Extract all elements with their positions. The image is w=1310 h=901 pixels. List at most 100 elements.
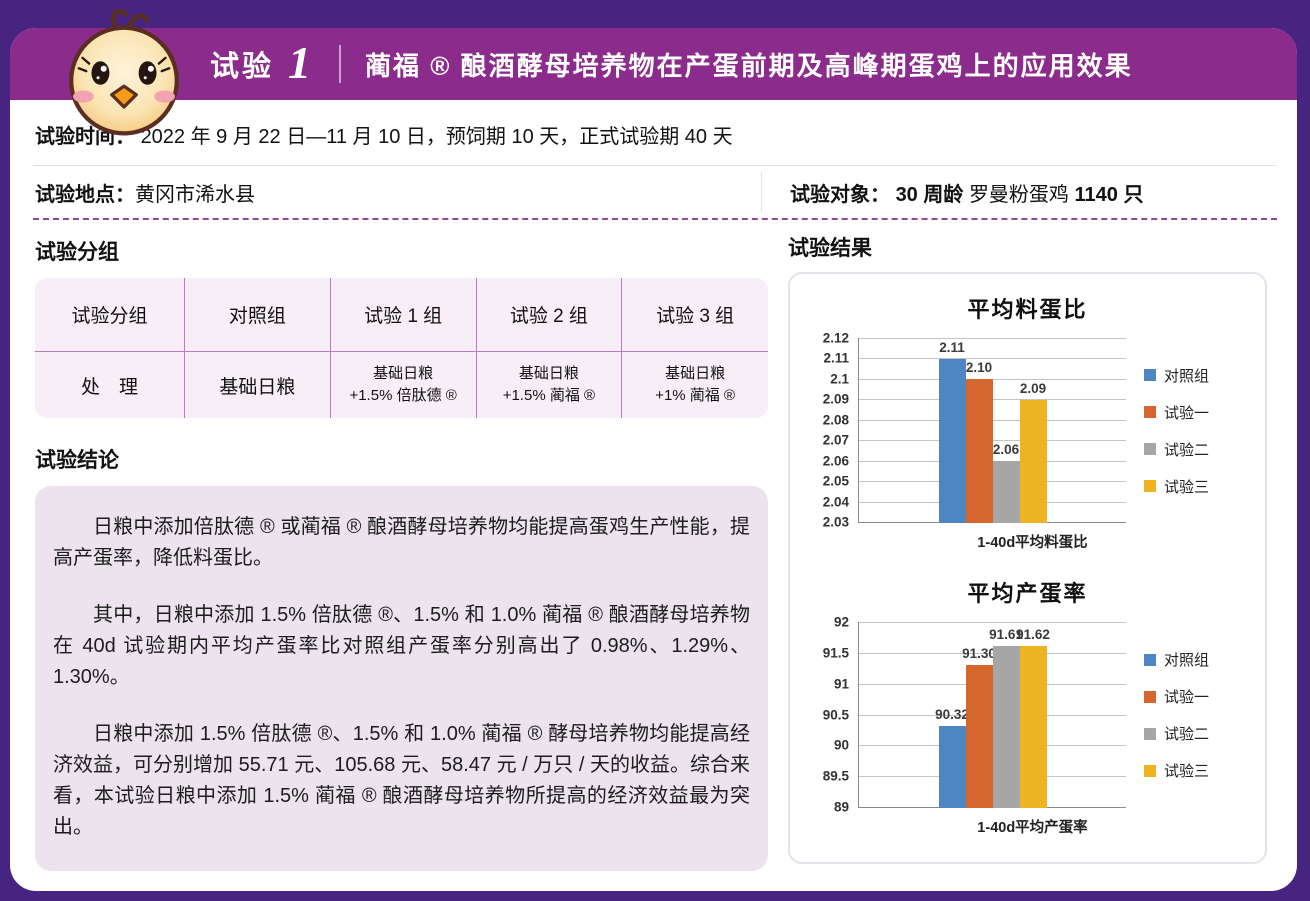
- trial-number: 1: [288, 36, 312, 88]
- table-cell: 基础日粮: [185, 352, 331, 418]
- trial-location-label: 试验地点：: [35, 183, 135, 206]
- main-card: 试验 1 蔺福 ® 酿酒酵母培养物在产蛋前期及高峰期蛋鸡上的应用效果 试验时间：…: [10, 28, 1297, 891]
- legend-item: 试验二: [1144, 439, 1209, 460]
- y-tick-label: 2.08: [822, 412, 849, 428]
- conclusion-paragraph: 日粮中添加 1.5% 倍肽德 ®、1.5% 和 1.0% 蔺福 ® 酵母培养物均…: [53, 723, 750, 838]
- table-header-cell: 对照组: [185, 278, 331, 352]
- y-tick-label: 2.12: [822, 330, 849, 346]
- table-cell: 基础日粮 +1% 蔺福 ®: [655, 364, 736, 405]
- gridline: [859, 399, 1126, 400]
- header-divider: [339, 45, 342, 83]
- plot-area: 2.11 2.10 2.06 2.09: [858, 338, 1126, 523]
- gridline: [859, 420, 1126, 421]
- legend-item: 试验三: [1144, 476, 1209, 497]
- legend-item: 试验三: [1144, 760, 1209, 781]
- groups-table: 试验分组 对照组 试验 1 组 试验 2 组 试验 3 组 处 理 基础日粮 基…: [35, 278, 768, 418]
- bar-试验三: 91.62: [1016, 627, 1050, 808]
- gridline: [859, 338, 1126, 339]
- bar-value-label: 91.30: [962, 646, 996, 662]
- legend-item: 试验二: [1144, 723, 1209, 744]
- legend-swatch: [1144, 727, 1156, 740]
- bar-value-label: 90.32: [935, 707, 969, 723]
- conclusion-paragraph: 日粮中添加倍肽德 ® 或蔺福 ® 酿酒酵母培养物均能提高蛋鸡生产性能，提高产蛋率…: [53, 516, 750, 569]
- legend-item: 试验一: [1144, 402, 1209, 423]
- bar-value-label: 2.06: [992, 442, 1020, 458]
- table-cell: 基础日粮 +1.5% 蔺福 ®: [477, 352, 623, 418]
- y-tick-label: 2.06: [822, 453, 849, 469]
- trial-subject-age: 30 周龄: [895, 183, 964, 206]
- y-axis: 92 91.5 91 90.5 90 89.5 89: [800, 615, 858, 815]
- bar-对照组: 2.11: [938, 340, 966, 523]
- table-header-cell: 试验 3 组: [622, 278, 768, 352]
- bar-试验一: 2.10: [965, 360, 993, 523]
- page-title: 蔺福 ® 酿酒酵母培养物在产蛋前期及高峰期蛋鸡上的应用效果: [365, 50, 1133, 81]
- bar-value-label: 91.62: [1016, 626, 1050, 642]
- y-tick-label: 91.5: [822, 645, 849, 661]
- y-tick-label: 2.09: [822, 391, 849, 407]
- bar-对照组: 90.32: [935, 707, 969, 808]
- bar-value-label: 2.10: [965, 360, 993, 376]
- trial-subject-label: 试验对象：: [790, 183, 890, 206]
- legend-label: 试验三: [1164, 478, 1210, 496]
- legend-label: 试验二: [1164, 726, 1210, 743]
- legend-swatch: [1144, 690, 1156, 703]
- legend-label: 试验一: [1164, 689, 1210, 706]
- y-tick-label: 90.5: [822, 707, 849, 723]
- bar-试验一: 91.30: [962, 646, 996, 808]
- table-cell: 处 理: [35, 352, 185, 418]
- chart-body: 2.12 2.11 2.1 2.09 2.08 2.07 2.06 2.05 2.04 2.03 …: [790, 331, 1265, 530]
- bar-group: 2.11 2.10 2.06 2.09: [859, 340, 1126, 523]
- y-tick-label: 89: [833, 799, 849, 815]
- legend-swatch: [1144, 480, 1156, 492]
- gridline: [859, 379, 1126, 380]
- dashed-divider: [33, 218, 1277, 220]
- y-tick-label: 2.03: [822, 514, 849, 530]
- gridline: [859, 440, 1126, 441]
- chart-legend: 对照组试验一试验二试验三: [1144, 365, 1209, 497]
- chart-feed-egg-ratio: 平均料蛋比 2.12 2.11 2.1 2.09 2.08 2.07 2.06 2.05 2.0…: [790, 292, 1265, 552]
- legend-label: 对照组: [1164, 367, 1210, 385]
- chart-egg-production-rate: 平均产蛋率 92 91.5 91 90.5 90 89.5 89 90.32 91.30 91.…: [790, 576, 1265, 837]
- bar-试验二: 91.61: [989, 627, 1023, 808]
- bar-value-label: 2.09: [1019, 380, 1047, 396]
- legend-swatch: [1144, 443, 1156, 455]
- y-tick-label: 2.05: [822, 473, 849, 489]
- bar-试验二: 2.06: [992, 442, 1020, 523]
- horizontal-divider: [33, 165, 1277, 166]
- legend-label: 试验一: [1164, 404, 1210, 422]
- x-axis-label: 1-40d平均料蛋比: [977, 535, 1088, 551]
- y-tick-label: 2.11: [823, 350, 849, 366]
- y-tick-label: 2.04: [822, 494, 849, 510]
- trial-label: 试验: [210, 51, 275, 83]
- y-tick-label: 2.1: [830, 371, 849, 387]
- table-header-cell: 试验 1 组: [330, 278, 477, 352]
- legend-label: 试验二: [1164, 441, 1210, 459]
- chart-legend: 对照组试验一试验二试验三: [1144, 649, 1209, 781]
- trial-location-value: 黄冈市浠水县: [135, 183, 255, 206]
- table-header-cell: 试验分组: [35, 278, 185, 352]
- groups-heading: 试验分组: [35, 241, 119, 264]
- legend-swatch: [1144, 653, 1156, 666]
- y-tick-label: 2.07: [822, 432, 849, 448]
- table-cell: 基础日粮 +1.5% 倍肽德 ®: [331, 352, 477, 418]
- trial-subject-breed: 罗曼粉蛋鸡: [968, 183, 1075, 206]
- legend-item: 对照组: [1144, 649, 1209, 670]
- conclusion-heading: 试验结论: [35, 449, 119, 472]
- plot-area: 90.32 91.30 91.61 91.62: [858, 622, 1126, 808]
- legend-label: 对照组: [1164, 652, 1210, 669]
- location-subject-row: 试验地点： 黄冈市浠水县 试验对象： 30 周龄 罗曼粉蛋鸡 1140 只: [10, 166, 1297, 218]
- legend-swatch: [1144, 406, 1156, 418]
- y-tick-label: 89.5: [822, 768, 849, 784]
- chick-mascot-icon: [69, 9, 179, 136]
- chart-body: 92 91.5 91 90.5 90 89.5 89 90.32 91.30 91.61 91.6…: [790, 615, 1265, 815]
- results-heading: 试验结果: [788, 237, 872, 260]
- conclusion-paragraph: 其中，日粮中添加 1.5% 倍肽德 ®、1.5% 和 1.0% 蔺福 ® 酿酒酵…: [53, 604, 750, 688]
- legend-item: 对照组: [1144, 365, 1209, 386]
- legend-label: 试验三: [1164, 763, 1210, 780]
- trial-time-value: 2022 年 9 月 22 日—11 月 10 日，预饲期 10 天，正式试验期…: [140, 126, 733, 148]
- results-column: 试验结果 平均料蛋比 2.12 2.11 2.1 2.09 2.08 2.07 2.06 2.…: [788, 232, 1267, 864]
- left-column: 试验分组 试验分组 对照组 试验 1 组 试验 2 组 试验 3 组 处 理 基…: [10, 236, 768, 871]
- results-panel: 平均料蛋比 2.12 2.11 2.1 2.09 2.08 2.07 2.06 2.05 2.0…: [788, 272, 1267, 864]
- legend-swatch: [1144, 764, 1156, 777]
- bar-value-label: 2.11: [939, 339, 965, 355]
